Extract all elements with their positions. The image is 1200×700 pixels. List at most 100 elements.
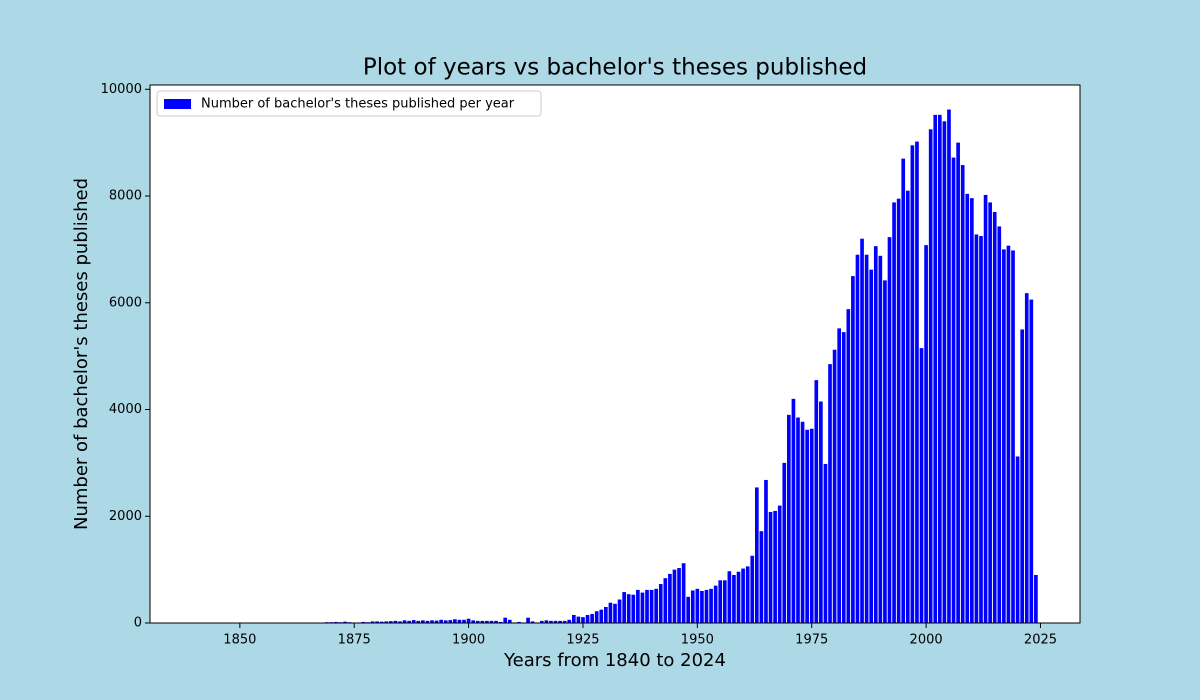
bar (924, 245, 928, 623)
bar (539, 620, 544, 623)
bar (764, 479, 768, 623)
bar (700, 590, 704, 623)
bar (718, 580, 723, 623)
bar (416, 620, 421, 623)
bar (942, 121, 947, 624)
bar (896, 198, 901, 624)
bar (841, 332, 846, 623)
x-tick-label: 1875 (338, 633, 371, 648)
bar (947, 109, 951, 624)
bar (960, 165, 965, 624)
x-tick-label: 1950 (681, 633, 714, 648)
bar (668, 573, 672, 623)
bar (526, 617, 530, 623)
bar (549, 620, 553, 623)
bar (915, 141, 919, 624)
bar (658, 584, 663, 623)
bar (745, 566, 750, 623)
bar (448, 620, 453, 623)
bar (581, 617, 585, 623)
bar (846, 309, 851, 623)
bar (782, 462, 787, 623)
bar (1002, 249, 1006, 623)
bar (695, 588, 700, 623)
bar (384, 621, 389, 623)
bar (750, 555, 755, 623)
y-tick-label: 0 (134, 616, 142, 631)
y-tick-label: 6000 (109, 295, 142, 310)
bar (608, 602, 613, 623)
bar (567, 619, 572, 623)
bar (892, 202, 896, 623)
bar (407, 620, 411, 623)
x-tick-label: 1925 (566, 633, 599, 648)
bar (809, 428, 814, 623)
bar (713, 585, 718, 623)
legend-swatch (164, 99, 191, 109)
bar (631, 594, 636, 623)
bar (928, 129, 933, 623)
bar (887, 237, 892, 623)
bar (343, 621, 347, 623)
bar (489, 620, 494, 623)
bar (562, 620, 567, 623)
chart-title: Plot of years vs bachelor's theses publi… (363, 55, 867, 81)
legend-label: Number of bachelor's theses published pe… (201, 97, 515, 112)
bar (777, 505, 782, 623)
bar (453, 619, 457, 623)
bar (933, 114, 938, 623)
bar (425, 620, 430, 623)
bar (475, 620, 480, 623)
bar (1034, 574, 1038, 623)
bar (590, 613, 594, 623)
bar (773, 510, 777, 623)
bar (965, 193, 970, 623)
bar (411, 620, 416, 623)
bar (1006, 245, 1011, 623)
bar (517, 621, 521, 623)
bar (558, 620, 562, 623)
x-axis-label: Years from 1840 to 2024 (503, 650, 726, 671)
bar (393, 620, 398, 623)
bar (905, 190, 910, 623)
bar (636, 589, 640, 623)
bar (979, 236, 983, 623)
x-tick-label: 1975 (795, 633, 828, 648)
bar (507, 619, 512, 623)
bar (855, 254, 860, 623)
bar (878, 255, 883, 624)
bar (503, 617, 508, 623)
bar (375, 621, 379, 623)
bar (727, 571, 732, 623)
bar (654, 588, 659, 623)
bar (622, 592, 626, 623)
bar (640, 592, 645, 623)
bar (462, 619, 466, 623)
bar (480, 620, 485, 623)
bar (471, 620, 476, 623)
bar (814, 380, 819, 623)
bar (732, 574, 736, 623)
bar (709, 588, 713, 623)
bar (837, 328, 842, 623)
bar (649, 589, 654, 623)
bar (997, 226, 1002, 624)
x-tick-label: 2000 (910, 633, 943, 648)
bar (741, 568, 745, 623)
bar (466, 618, 471, 623)
bar (819, 401, 823, 623)
bar (796, 417, 800, 623)
bar (974, 234, 979, 623)
x-tick-label: 1900 (452, 633, 485, 648)
bar (919, 348, 924, 623)
bar (571, 614, 576, 623)
bar (988, 202, 992, 623)
x-tick-label: 2025 (1024, 633, 1057, 648)
bar (910, 145, 915, 623)
bar (722, 580, 727, 623)
bar (686, 596, 691, 623)
y-tick-label: 10000 (101, 82, 142, 97)
bar (599, 609, 604, 623)
